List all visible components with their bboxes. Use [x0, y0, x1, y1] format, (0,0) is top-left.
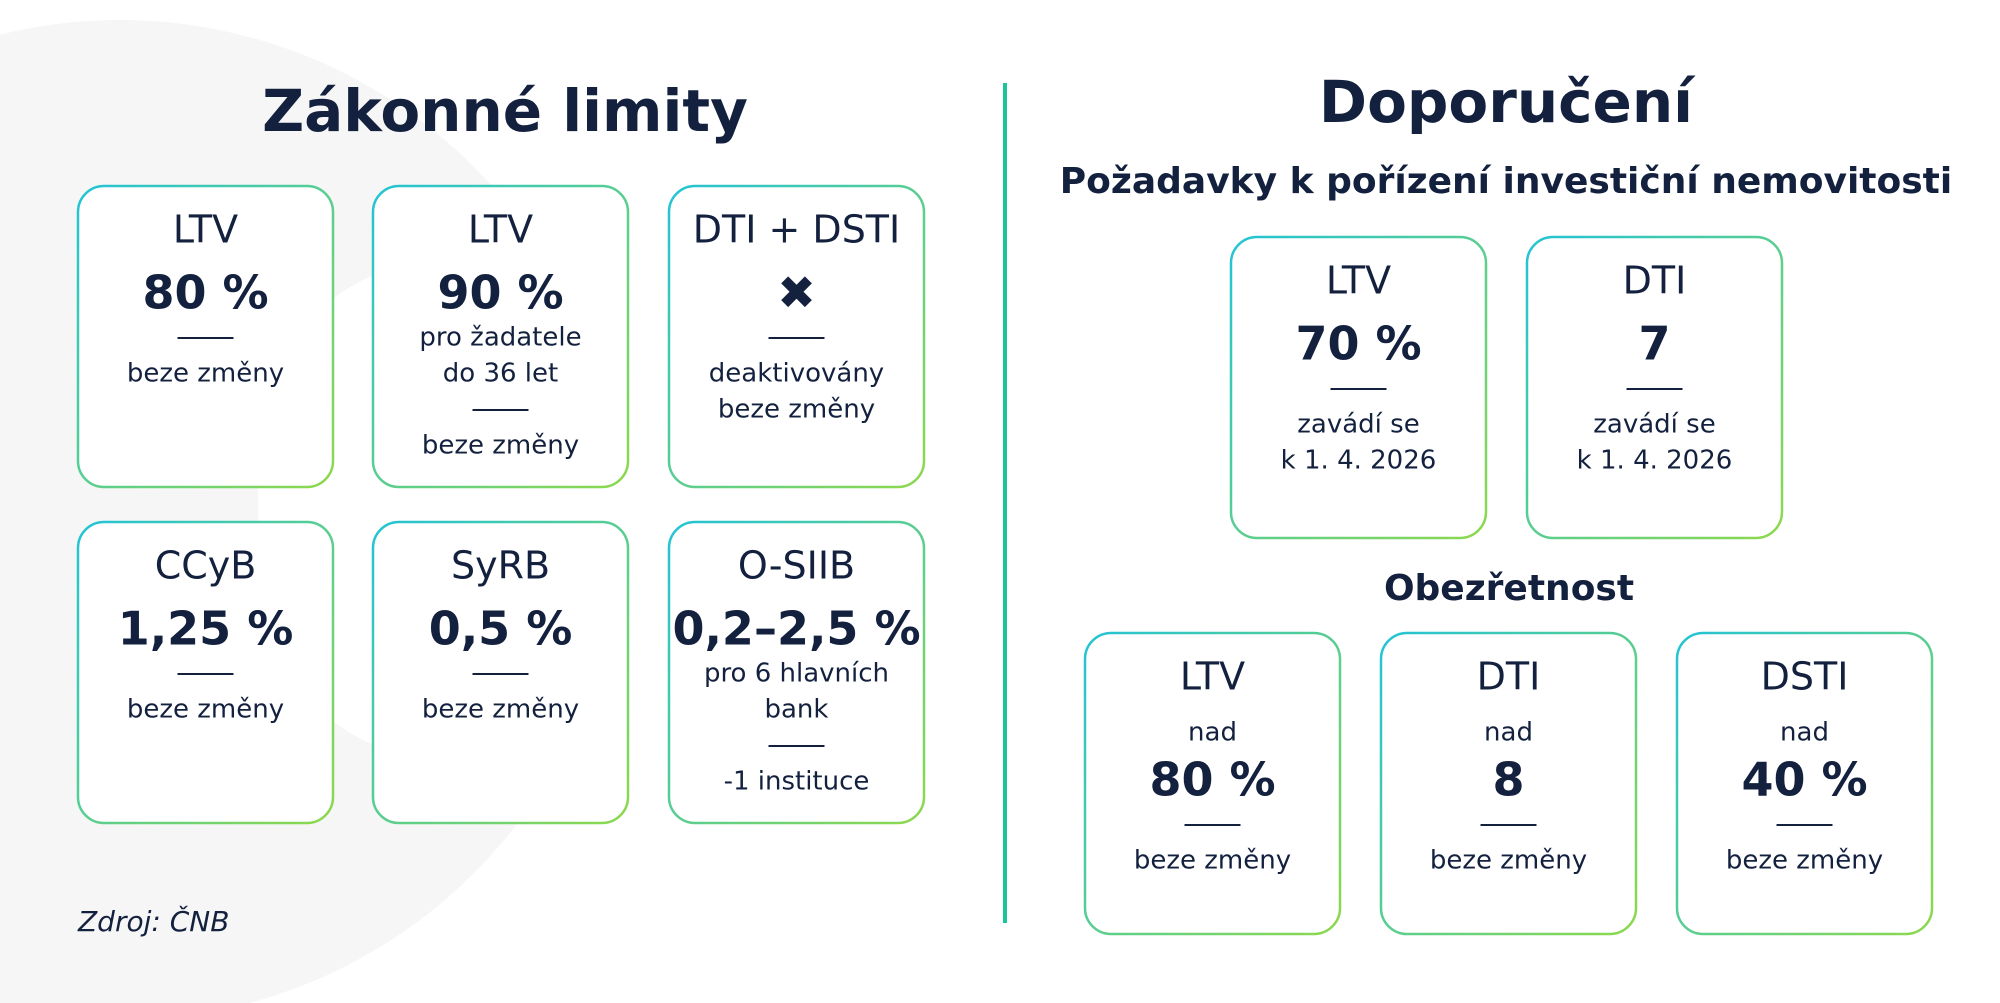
card-note: beze změny: [1430, 846, 1587, 876]
card-detail: pro žadatele: [419, 323, 581, 353]
card: [1229, 235, 1488, 540]
card-value: 80 %: [1149, 753, 1275, 807]
card-note: beze změny: [127, 359, 284, 389]
card-detail: pro 6 hlavních: [704, 659, 889, 689]
card-label: LTV: [468, 208, 533, 252]
card-value: 70 %: [1295, 317, 1421, 371]
card-label: DTI: [1623, 259, 1687, 303]
card: [667, 184, 926, 489]
card-label: DSTI: [1761, 655, 1849, 699]
card-note: beze změny: [422, 431, 579, 461]
card-value: 8: [1492, 753, 1524, 807]
card-prefix: nad: [1484, 718, 1533, 748]
card-value: 1,25 %: [118, 602, 294, 656]
card: [371, 184, 630, 489]
card-value: 40 %: [1741, 753, 1867, 807]
card-label: O-SIIB: [738, 544, 855, 588]
card-note: -1 instituce: [724, 767, 870, 797]
card: [371, 520, 630, 825]
card-note: beze změny: [127, 695, 284, 725]
card-label: LTV: [1326, 259, 1391, 303]
card-note: k 1. 4. 2026: [1281, 446, 1437, 476]
card-label: DTI: [1477, 655, 1541, 699]
left-title: Zákonné limity: [262, 77, 748, 145]
card: [1675, 631, 1934, 936]
right-title: Doporučení: [1319, 68, 1696, 136]
card-prefix: nad: [1780, 718, 1829, 748]
card-note: beze změny: [718, 395, 875, 425]
card-note: deaktivovány: [709, 359, 884, 389]
card-value: 90 %: [437, 266, 563, 320]
card-value: ✖: [777, 266, 816, 320]
card: [1525, 235, 1784, 540]
section-title: Obezřetnost: [1384, 568, 1634, 609]
source: Zdroj: ČNB: [77, 904, 229, 938]
card-note: zavádí se: [1593, 410, 1715, 440]
card-detail: do 36 let: [443, 359, 558, 389]
card-value: 80 %: [142, 266, 268, 320]
card-label: SyRB: [451, 544, 550, 588]
right-subtitle: Požadavky k pořízení investiční nemovito…: [1060, 161, 1952, 202]
card-label: DTI + DSTI: [693, 208, 900, 252]
card: [76, 184, 335, 489]
card-prefix: nad: [1188, 718, 1237, 748]
card-note: beze změny: [1726, 846, 1883, 876]
card-value: 7: [1638, 317, 1670, 371]
card-note: beze změny: [422, 695, 579, 725]
card-label: CCyB: [155, 544, 257, 588]
card-note: beze změny: [1134, 846, 1291, 876]
card-value: 0,5 %: [429, 602, 573, 656]
card-note: zavádí se: [1297, 410, 1419, 440]
card-label: LTV: [1180, 655, 1245, 699]
card: [667, 520, 926, 825]
card-note: k 1. 4. 2026: [1577, 446, 1733, 476]
card-label: LTV: [173, 208, 238, 252]
card-value: 0,2–2,5 %: [672, 602, 920, 656]
card: [1379, 631, 1638, 936]
card-detail: bank: [765, 695, 829, 725]
card: [76, 520, 335, 825]
card: [1083, 631, 1342, 936]
